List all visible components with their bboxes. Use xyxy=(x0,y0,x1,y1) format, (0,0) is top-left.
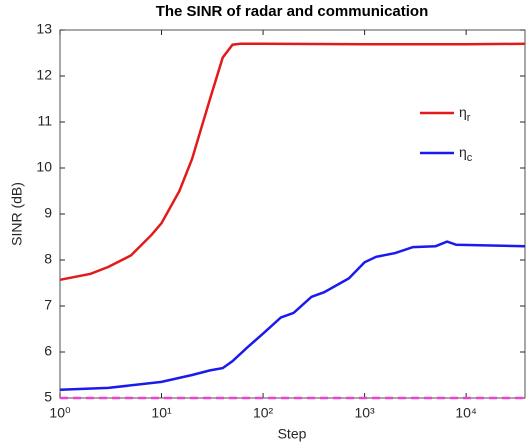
plot-frame xyxy=(59,29,526,399)
y-tick-label: 7 xyxy=(44,297,52,313)
y-tick-label: 5 xyxy=(44,389,52,405)
series-line xyxy=(59,240,526,391)
legend-label: ηc xyxy=(459,144,473,164)
y-tick-label: 10 xyxy=(36,159,52,175)
x-tick-label: 10³ xyxy=(354,405,375,421)
x-axis-label: Step xyxy=(278,426,307,442)
x-tick-label: 10¹ xyxy=(151,405,172,421)
series-line xyxy=(59,42,526,282)
x-tick-label: 10⁰ xyxy=(49,405,71,421)
y-tick-label: 6 xyxy=(44,343,52,359)
y-tick-label: 11 xyxy=(37,113,52,129)
y-tick-label: 8 xyxy=(44,251,52,267)
y-axis-label: SINR (dB) xyxy=(9,182,25,246)
chart-title: The SINR of radar and communication xyxy=(156,3,429,20)
legend-label: ηr xyxy=(459,104,471,124)
x-tick-label: 10⁴ xyxy=(455,405,477,421)
x-tick-label: 10² xyxy=(253,405,274,421)
y-tick-label: 12 xyxy=(36,67,52,83)
y-tick-label: 9 xyxy=(44,205,52,221)
y-tick-label: 13 xyxy=(36,21,52,37)
